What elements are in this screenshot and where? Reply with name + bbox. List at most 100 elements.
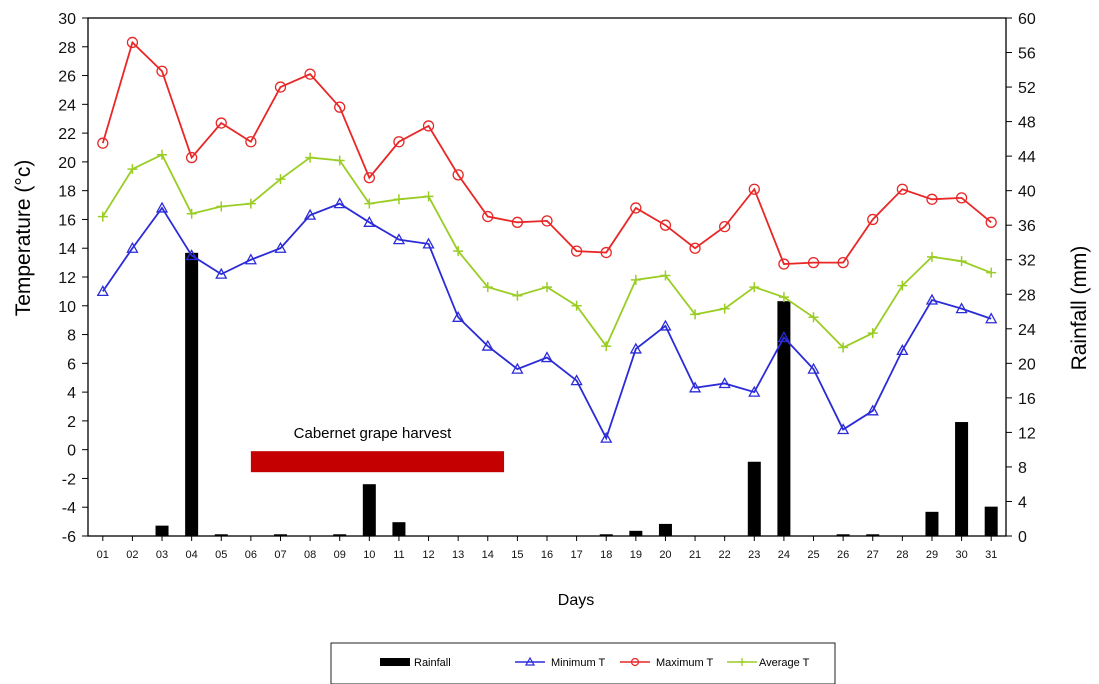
maximum-t-point: [630, 202, 642, 214]
rainfall-bar: [629, 530, 643, 536]
maximum-t-point: [452, 169, 464, 181]
average-t-point: [630, 274, 641, 285]
average-t-point: [334, 155, 345, 166]
x-tick-label: 30: [955, 549, 967, 561]
minimum-t-point: [925, 293, 939, 305]
x-tick-label: 27: [867, 549, 879, 561]
maximum-t-point: [570, 245, 583, 257]
x-tick-label: 06: [245, 549, 257, 561]
average-t-point: [157, 149, 168, 160]
x-tick-label: 10: [363, 549, 375, 561]
left-tick-label: 0: [67, 443, 76, 460]
maximum-t-point: [896, 183, 909, 195]
average-t-point: [275, 174, 286, 185]
legend: Rainfall Minimum T Maximum T Average T: [330, 642, 836, 684]
x-tick-label: 04: [186, 549, 198, 561]
average-t-point: [867, 328, 878, 339]
legend-maximum-t-marker: [630, 657, 640, 667]
right-tick-label: 24: [1018, 322, 1036, 339]
maximum-t-point: [985, 216, 997, 228]
average-t-point: [897, 280, 908, 291]
maximum-t-point: [185, 151, 198, 164]
minimum-t-point: [244, 253, 257, 265]
average-t-point: [778, 292, 789, 303]
x-tick-label: 17: [570, 549, 582, 561]
x-tick-label: 09: [334, 549, 346, 561]
left-tick-label: 16: [58, 212, 76, 229]
right-tick-label: 60: [1018, 11, 1036, 28]
minimum-t-point: [540, 351, 554, 363]
average-t-point: [690, 309, 701, 320]
minimum-t-point: [185, 249, 198, 261]
maximum-t-point: [837, 256, 849, 269]
average-t-point: [926, 251, 937, 262]
legend-box: [330, 642, 836, 684]
x-tick-label: 22: [719, 549, 731, 561]
left-tick-label: 14: [58, 241, 76, 258]
x-tick-label: 25: [807, 549, 819, 561]
maximum-t-line: [101, 40, 992, 265]
minimum-t-point: [629, 342, 642, 354]
average-t-point: [749, 282, 760, 293]
legend-label: Maximum T: [656, 657, 714, 669]
left-tick-label: 2: [67, 414, 76, 431]
average-t-point: [423, 191, 434, 202]
x-tick-label: 24: [778, 549, 790, 561]
minimum-t-point: [837, 423, 850, 435]
rainfall-bar: [599, 534, 613, 536]
average-t-point: [601, 341, 612, 352]
maximum-t-point: [304, 68, 316, 80]
legend-label: Minimum T: [551, 657, 605, 669]
average-t-point: [660, 270, 671, 281]
right-tick-label: 56: [1018, 46, 1036, 63]
maximum-t-point: [867, 213, 879, 226]
maximum-t-series: [97, 36, 997, 270]
rainfall-bar: [747, 461, 761, 536]
left-tick-label: 28: [58, 40, 76, 57]
x-tick-label: 21: [689, 549, 701, 561]
maximum-t-point: [719, 220, 731, 233]
x-tick-label: 14: [482, 549, 494, 561]
minimum-t-point: [748, 385, 761, 397]
minimum-t-point: [777, 331, 791, 343]
left-axis-title: Temperature (°c): [12, 160, 35, 317]
right-axis-title: Rainfall (mm): [1068, 246, 1091, 371]
temperature-lines: [96, 36, 998, 443]
x-tick-label: 12: [422, 549, 434, 561]
average-t-series: [97, 149, 997, 353]
rainfall-bar: [155, 525, 169, 536]
maximum-t-point: [482, 210, 494, 223]
legend-rainfall-swatch: [380, 658, 410, 666]
maximum-t-point: [363, 172, 375, 184]
minimum-t-point: [126, 241, 139, 253]
minimum-t-point: [985, 312, 998, 324]
average-t-point: [97, 211, 108, 222]
minimum-t-point: [659, 319, 672, 331]
left-tick-label: -4: [62, 500, 76, 517]
maximum-t-point: [97, 137, 109, 149]
maximum-t-point: [541, 215, 553, 227]
rainfall-bar: [658, 523, 672, 536]
left-tick-label: 30: [58, 11, 76, 28]
average-t-point: [186, 208, 197, 219]
minimum-t-point: [303, 208, 317, 220]
left-tick-label: -2: [62, 471, 76, 488]
rainfall-bar: [836, 534, 850, 536]
rainfall-bar: [392, 522, 406, 536]
maximum-t-point: [955, 192, 968, 204]
right-tick-label: 52: [1018, 80, 1036, 97]
right-tick-label: 28: [1018, 287, 1036, 304]
harvest-label: Cabernet grape harvest: [294, 425, 452, 442]
x-tick-label: 03: [156, 549, 168, 561]
rainfall-bar: [925, 511, 939, 536]
minimum-t-point: [866, 404, 879, 416]
minimum-t-point: [274, 241, 287, 253]
x-tick-label: 20: [659, 549, 671, 561]
minimum-t-point: [600, 431, 613, 443]
maximum-t-point: [807, 256, 820, 269]
average-t-point: [216, 201, 227, 212]
x-tick-label: 28: [896, 549, 908, 561]
maximum-t-point: [126, 36, 139, 49]
minimum-t-point: [481, 339, 494, 351]
